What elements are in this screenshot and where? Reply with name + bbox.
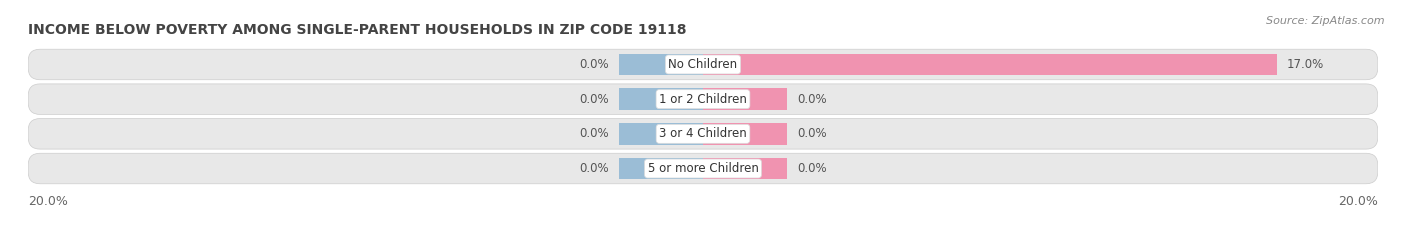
Text: No Children: No Children [668, 58, 738, 71]
Text: 17.0%: 17.0% [1286, 58, 1324, 71]
Text: 5 or more Children: 5 or more Children [648, 162, 758, 175]
Bar [619, 54, 703, 75]
Text: 20.0%: 20.0% [1339, 195, 1378, 208]
Text: 0.0%: 0.0% [797, 127, 827, 140]
Text: 0.0%: 0.0% [579, 58, 609, 71]
FancyBboxPatch shape [28, 49, 1378, 80]
Bar [703, 88, 787, 110]
Bar [703, 123, 787, 145]
Text: 3 or 4 Children: 3 or 4 Children [659, 127, 747, 140]
Text: 0.0%: 0.0% [797, 93, 827, 106]
Bar [703, 158, 787, 179]
Text: INCOME BELOW POVERTY AMONG SINGLE-PARENT HOUSEHOLDS IN ZIP CODE 19118: INCOME BELOW POVERTY AMONG SINGLE-PARENT… [28, 23, 686, 37]
Text: Source: ZipAtlas.com: Source: ZipAtlas.com [1267, 16, 1385, 26]
Bar [619, 123, 703, 145]
Text: 0.0%: 0.0% [797, 162, 827, 175]
Text: 0.0%: 0.0% [579, 127, 609, 140]
Text: 0.0%: 0.0% [579, 162, 609, 175]
Bar [619, 158, 703, 179]
FancyBboxPatch shape [28, 84, 1378, 114]
Bar [703, 54, 1277, 75]
FancyBboxPatch shape [28, 119, 1378, 149]
Text: 0.0%: 0.0% [579, 93, 609, 106]
Bar [619, 88, 703, 110]
Text: 1 or 2 Children: 1 or 2 Children [659, 93, 747, 106]
Text: 20.0%: 20.0% [28, 195, 67, 208]
FancyBboxPatch shape [28, 153, 1378, 184]
